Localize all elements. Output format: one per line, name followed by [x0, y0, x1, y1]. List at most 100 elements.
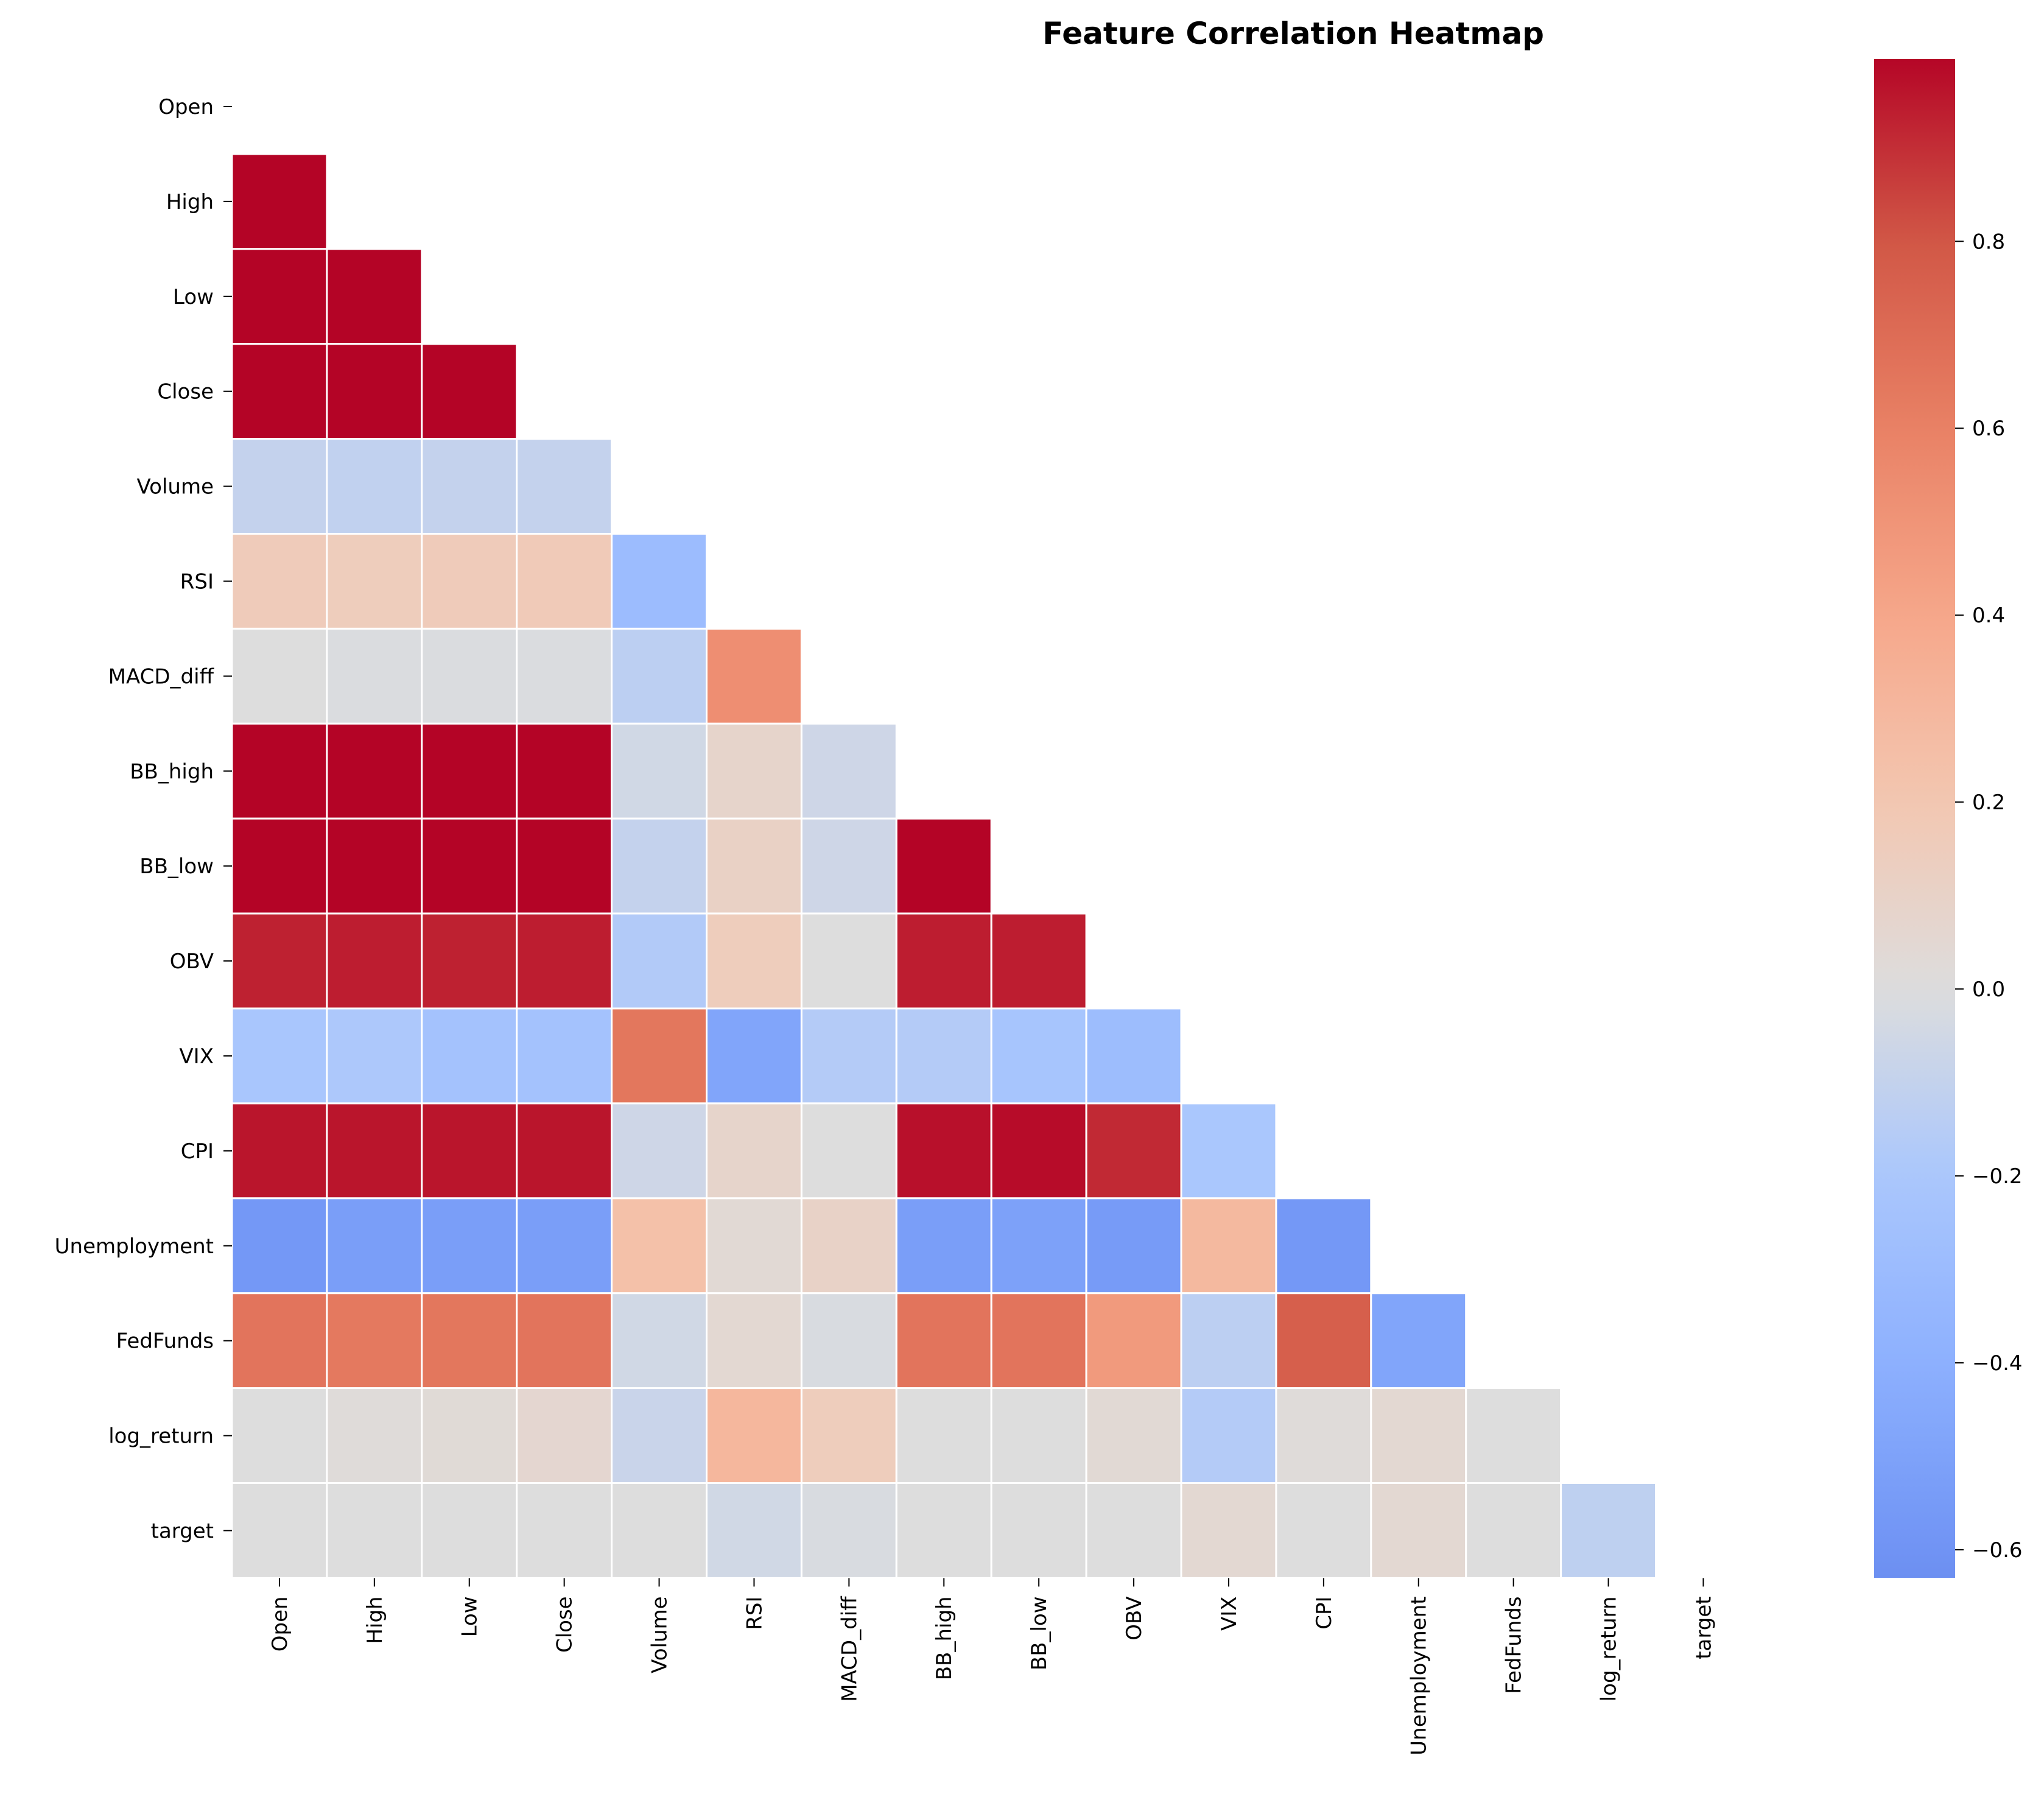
- heatmap-cell-Unemployment-High: [326, 1197, 423, 1295]
- x-tick-label: FedFunds: [1502, 1596, 1526, 1694]
- heatmap-cell-VIX-Volume: [611, 1007, 708, 1105]
- heatmap-cell-log_return-High: [326, 1387, 423, 1485]
- heatmap-cell-FedFunds-BB_low: [990, 1292, 1087, 1390]
- heatmap-cell-target-Open: [231, 1482, 328, 1579]
- heatmap-cell-OBV-Volume: [611, 912, 708, 1010]
- heatmap-cell-target-BB_low: [990, 1482, 1087, 1579]
- heatmap-cell-Close-Low: [421, 343, 518, 440]
- heatmap-cell-FedFunds-Close: [516, 1292, 613, 1390]
- heatmap-cell-OBV-Open: [231, 912, 328, 1010]
- heatmap-cell-FedFunds-CPI: [1275, 1292, 1372, 1390]
- heatmap-cell-log_return-Open: [231, 1387, 328, 1485]
- heatmap-cell-MACD_diff-High: [326, 627, 423, 725]
- x-tick-label: OBV: [1122, 1596, 1147, 1640]
- heatmap-cell-OBV-High: [326, 912, 423, 1010]
- heatmap-cell-target-Volume: [611, 1482, 708, 1579]
- heatmap-cell-RSI-High: [326, 533, 423, 630]
- heatmap-cell-target-RSI: [706, 1482, 802, 1579]
- x-tick-label: Open: [268, 1596, 292, 1651]
- y-tick-label: Unemployment: [55, 1234, 214, 1259]
- heatmap-cell-Unemployment-OBV: [1085, 1197, 1182, 1295]
- heatmap-cell-target-FedFunds: [1465, 1482, 1562, 1579]
- heatmap-cell-Low-Open: [231, 248, 328, 345]
- heatmap-cell-CPI-Close: [516, 1102, 613, 1200]
- heatmap-cell-CPI-OBV: [1085, 1102, 1182, 1200]
- colorbar-tick-label: 0.4: [1972, 603, 2005, 628]
- heatmap-cell-Unemployment-BB_low: [990, 1197, 1087, 1295]
- heatmap-cell-MACD_diff-Open: [231, 627, 328, 725]
- heatmap-cell-VIX-High: [326, 1007, 423, 1105]
- y-tick-label: BB_high: [130, 759, 214, 784]
- heatmap-cell-VIX-MACD_diff: [800, 1007, 897, 1105]
- heatmap-cell-FedFunds-RSI: [706, 1292, 802, 1390]
- heatmap-cell-BB_low-High: [326, 817, 423, 915]
- heatmap-cell-CPI-Open: [231, 1102, 328, 1200]
- heatmap-cell-FedFunds-Volume: [611, 1292, 708, 1390]
- heatmap-cell-FedFunds-OBV: [1085, 1292, 1182, 1390]
- heatmap-cell-BB_high-High: [326, 722, 423, 820]
- y-tick-label: RSI: [180, 569, 214, 594]
- heatmap-cell-OBV-BB_low: [990, 912, 1087, 1010]
- heatmap-cell-log_return-BB_low: [990, 1387, 1087, 1485]
- heatmap-cell-Unemployment-MACD_diff: [800, 1197, 897, 1295]
- heatmap-cell-BB_high-Close: [516, 722, 613, 820]
- x-tick-label: Close: [553, 1596, 577, 1653]
- heatmap-cell-target-Low: [421, 1482, 518, 1579]
- heatmap-cell-OBV-MACD_diff: [800, 912, 897, 1010]
- heatmap-cell-BB_high-Low: [421, 722, 518, 820]
- x-tick-label: BB_low: [1027, 1596, 1052, 1670]
- heatmap-cell-target-VIX: [1180, 1482, 1277, 1579]
- heatmap-cell-VIX-Open: [231, 1007, 328, 1105]
- heatmap-cell-RSI-Open: [231, 533, 328, 630]
- heatmap-cell-CPI-RSI: [706, 1102, 802, 1200]
- y-axis: Open High Low Close Volume RSI MACD_diff BB_hig…: [55, 95, 232, 1543]
- heatmap-cell-Unemployment-VIX: [1180, 1197, 1277, 1295]
- heatmap-cell-OBV-Low: [421, 912, 518, 1010]
- heatmap-cell-BB_low-BB_high: [895, 817, 992, 915]
- heatmap-cell-RSI-Low: [421, 533, 518, 630]
- heatmap-cell-Unemployment-Close: [516, 1197, 613, 1295]
- heatmap-cell-CPI-MACD_diff: [800, 1102, 897, 1200]
- heatmap-cell-CPI-BB_high: [895, 1102, 992, 1200]
- colorbar-tick-label: 0.8: [1972, 230, 2005, 254]
- heatmap-cell-log_return-Volume: [611, 1387, 708, 1485]
- heatmap-cell-BB_low-Low: [421, 817, 518, 915]
- x-tick-label: MACD_diff: [837, 1595, 862, 1702]
- heatmap-cell-FedFunds-Open: [231, 1292, 328, 1390]
- heatmap-cell-BB_low-Close: [516, 817, 613, 915]
- y-tick-label: target: [151, 1519, 214, 1543]
- heatmap-cell-Unemployment-RSI: [706, 1197, 802, 1295]
- y-tick-label: OBV: [170, 949, 214, 974]
- colorbar-tick-label: 0.6: [1972, 417, 2005, 441]
- heatmap-cell-RSI-Close: [516, 533, 613, 630]
- heatmap-cell-CPI-BB_low: [990, 1102, 1087, 1200]
- x-tick-label: VIX: [1217, 1596, 1242, 1631]
- heatmap-cell-BB_high-MACD_diff: [800, 722, 897, 820]
- heatmap-cell-BB_high-RSI: [706, 722, 802, 820]
- heatmap-cell-Volume-Close: [516, 438, 613, 535]
- y-tick-label: Volume: [137, 475, 214, 499]
- heatmap-cell-FedFunds-MACD_diff: [800, 1292, 897, 1390]
- chart-title: Feature Correlation Heatmap: [1042, 16, 1544, 51]
- heatmap-cell-MACD_diff-Low: [421, 627, 518, 725]
- heatmap-cell-target-Unemployment: [1370, 1482, 1467, 1579]
- heatmap-cell-BB_low-MACD_diff: [800, 817, 897, 915]
- colorbar-tick-label: 0.2: [1972, 790, 2005, 815]
- heatmap-cell-BB_low-Volume: [611, 817, 708, 915]
- x-tick-label: log_return: [1597, 1596, 1621, 1701]
- heatmap-cell-VIX-Low: [421, 1007, 518, 1105]
- colorbar-tick-label: 0.0: [1972, 977, 2005, 1002]
- heatmap-cell-target-Close: [516, 1482, 613, 1579]
- y-tick-label: Open: [158, 95, 214, 119]
- heatmap-cells: [231, 153, 1657, 1579]
- heatmap-cell-High-Open: [231, 153, 328, 250]
- x-tick-label: Unemployment: [1407, 1596, 1431, 1755]
- heatmap-cell-Volume-Low: [421, 438, 518, 535]
- y-tick-label: CPI: [181, 1139, 214, 1164]
- y-tick-label: High: [166, 190, 214, 214]
- heatmap-cell-log_return-Close: [516, 1387, 613, 1485]
- heatmap-cell-VIX-Close: [516, 1007, 613, 1105]
- heatmap-cell-CPI-VIX: [1180, 1102, 1277, 1200]
- x-tick-label: High: [363, 1596, 387, 1644]
- heatmap-cell-VIX-BB_low: [990, 1007, 1087, 1105]
